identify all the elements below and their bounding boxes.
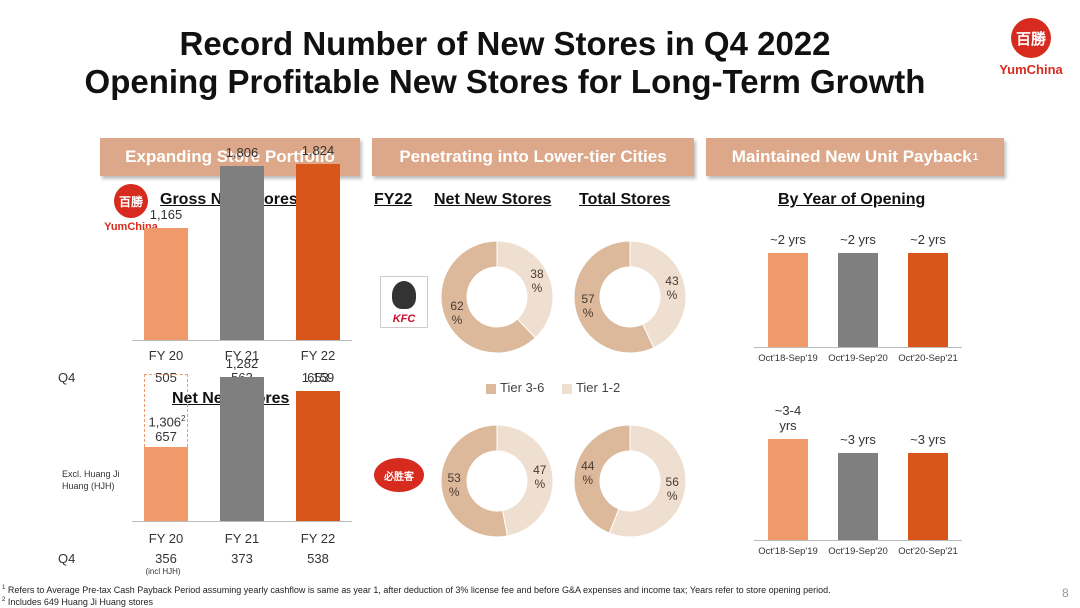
net-new-stores-col-title: Net New Stores [434,191,552,208]
pill-lower-tier-cities: Penetrating into Lower-tier Cities [372,138,694,176]
pizzahut-payback-value-label-1: ~3 yrs [840,432,876,448]
legend-tier36-label: Tier 3-6 [500,380,545,395]
fy20-total-label: 1,3062 [142,414,192,429]
gross-value-label-1: 1,806 [225,144,259,160]
net-q4-value-0: 356 [155,551,177,566]
net-bar-0 [144,447,188,521]
footnote-1-sup: 1 [2,585,6,591]
legend-tier36-swatch [486,383,496,394]
yumchina-logo-text: YumChina [999,62,1063,77]
by-year-of-opening-title: By Year of Opening [778,191,926,208]
kfc-payback-category-2: Oct'20-Sep'21 [898,353,958,364]
kfc-payback-bar-0 [768,253,808,347]
kfc-logo-box: KFC [380,276,428,328]
kfc-logo: KFC [380,276,428,328]
pizzahut-payback-category-2: Oct'20-Sep'21 [898,546,958,557]
pizzahut-payback-bar-1 [838,453,878,540]
donut-3-label-0: 44 % [581,458,595,487]
pill-left-label: Expanding Store Portfolio [125,147,335,166]
net-category-0: FY 20 [148,531,184,546]
kfc-logo-text: KFC [392,313,416,325]
net-value-label-1: 1,282 [225,355,259,371]
kfc-payback-axis [754,347,962,348]
donut-0-label-1: 38 % [530,267,544,296]
kfc-payback-value-label-1: ~2 yrs [840,232,876,248]
fy20-total-value: 1,306 [148,414,182,430]
gross-value-label-2: 1,824 [301,142,335,158]
gross-category-1: FY 21 [224,348,260,363]
fy20-total-sup: 2 [181,414,186,423]
donut-0-label-0: 62 % [450,298,464,327]
page-number: 8 [1062,586,1069,600]
gross-category-2: FY 22 [300,348,336,363]
footnote-2-sup: 2 [2,597,6,603]
gross-bar-2 [296,163,340,340]
footnote-2-text: Includes 649 Huang Ji Huang stores [7,597,153,607]
donut-2-label-0: 53 % [447,471,461,500]
pizzahut-payback-value-label-0: ~3-4 yrs [774,402,802,433]
pizzahut-payback-axis [754,540,962,541]
kfc-payback-bar-2 [908,253,948,347]
net-category-1: FY 21 [224,531,260,546]
yumchina-logo: 百勝 YumChina [996,18,1066,96]
gross-category-0: FY 20 [148,348,184,363]
donut-3-label-1: 56 % [665,475,679,504]
yumchina-logo-mark: 百勝 [1011,18,1051,58]
yumchina-small-logo-mark: 百勝 [114,184,148,218]
fy22-label: FY22 [374,191,413,208]
footnote-2: 2 Includes 649 Huang Ji Huang stores [2,597,153,607]
kfc-payback-value-label-0: ~2 yrs [770,232,806,248]
excl-hjh-note: Excl. Huang Ji Huang (HJH) [62,469,120,491]
gross-axis [132,340,352,341]
net-bar-1 [220,376,264,521]
gross-bar-1 [220,165,264,340]
gross-value-label-0: 1,165 [149,206,183,222]
pill-right-sup: 1 [972,151,979,163]
net-q4-value-2: 538 [307,551,329,566]
total-stores-col-title: Total Stores [579,191,671,208]
title-line-1: Record Number of New Stores in Q4 2022 [179,25,831,62]
net-fy20-dashed-total [144,374,188,522]
kfc-payback-value-label-2: ~2 yrs [910,232,946,248]
net-value-label-0: 657 [155,429,177,445]
kfc-payback-category-1: Oct'19-Sep'20 [828,353,888,364]
tier-legend: Tier 3-6 Tier 1-2 [486,380,620,395]
net-value-label-2: 1,159 [301,369,335,385]
legend-tier12-label: Tier 1-2 [575,380,621,395]
pizzahut-payback-bar-0 [768,438,808,540]
pill-new-unit-payback: Maintained New Unit Payback 1 [706,138,1004,176]
pill-middle-label: Penetrating into Lower-tier Cities [399,147,667,166]
gross-bar-0 [144,227,188,340]
net-axis [132,521,352,522]
donut-1-label-0: 57 % [581,292,595,321]
q4-label-bottom: Q4 [58,551,76,566]
pill-right-label: Maintained New Unit Payback [731,147,972,166]
pizzahut-logo: 必胜客 [374,458,424,492]
pizzahut-payback-bar-2 [908,453,948,540]
incl-hjh-note: (incl HJH) [145,567,181,576]
net-bar-2 [296,390,340,521]
q4-label-top: Q4 [58,370,76,385]
net-category-2: FY 22 [300,531,336,546]
donut-0-slice-0 [440,240,537,354]
gross-q4-value-2: 653 [307,370,329,385]
donut-1-label-1: 43 % [665,273,679,302]
kfc-colonel-icon [392,281,416,309]
pizzahut-payback-category-0: Oct'18-Sep'19 [758,546,818,557]
gross-q4-value-0: 505 [155,370,177,385]
kfc-payback-category-0: Oct'18-Sep'19 [758,353,818,364]
legend-tier12-swatch [561,383,572,394]
net-q4-value-1: 373 [231,551,253,566]
donut-2-label-1: 47 % [533,462,547,491]
pizzahut-payback-value-label-2: ~3 yrs [910,432,946,448]
pizzahut-payback-category-1: Oct'19-Sep'20 [828,546,888,557]
kfc-payback-bar-1 [838,253,878,347]
title-line-2: Opening Profitable New Stores for Long-T… [84,63,926,100]
footnote-1: 1 Refers to Average Pre-tax Cash Payback… [2,585,831,595]
footnote-1-text: Refers to Average Pre-tax Cash Payback P… [7,585,831,595]
